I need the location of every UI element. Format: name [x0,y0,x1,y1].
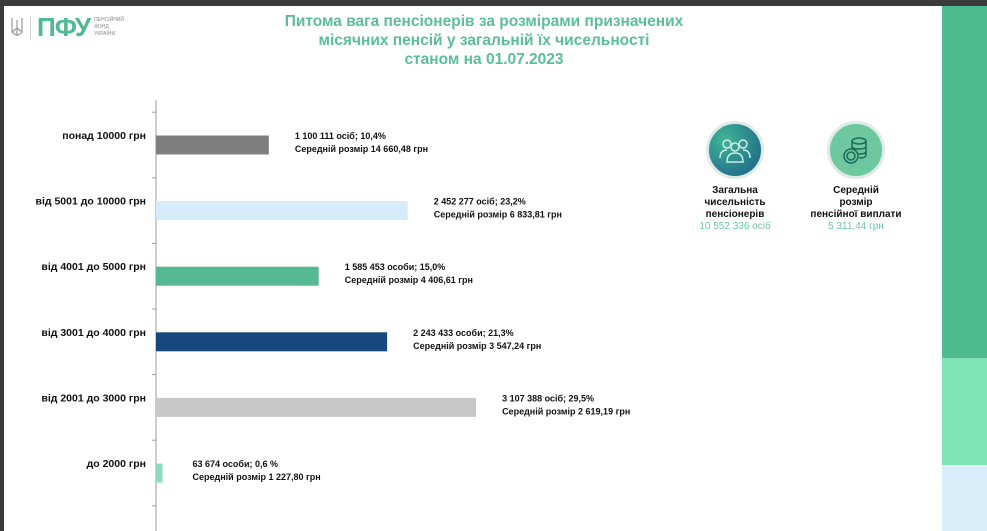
people-icon [706,121,764,179]
data-label: Середній розмір 1 227,80 грн [193,472,321,482]
data-label: 1 585 453 особи; 15,0% [345,262,446,272]
stat-average-pension: Середній розмір пенсійної виплати 5 311,44… [801,121,911,233]
logo-text: ПФУ [37,12,91,42]
data-label: 2 452 277 осіб; 23,2% [434,197,526,207]
data-label: Середній розмір 2 619,19 грн [502,406,630,416]
bar [156,266,319,286]
bar [156,463,163,483]
category-label: від 2001 до 3000 грн [41,392,146,404]
decor-stripe [942,6,987,358]
bar [156,135,269,155]
bar [156,397,477,417]
data-label: 2 243 433 особи; 21,3% [413,328,514,338]
category-label: від 5001 до 10000 грн [36,196,146,208]
trident-icon [11,15,31,40]
data-label: 63 674 особи; 0,6 % [193,459,279,469]
data-label: Середній розмір 4 406,61 грн [345,275,473,285]
data-label: Середній розмір 14 660,48 грн [295,144,428,154]
category-label: понад 10000 грн [62,130,146,142]
stat-value: 5 311,44 грн [828,221,884,232]
chart-title: Питома вага пенсіонерів за розмірами при… [284,13,684,68]
bar [156,332,388,352]
logo-subtitle: ПЕНСІЙНИЙ ФОНД УКРАЇНИ [94,17,124,37]
category-label: від 4001 до 5000 грн [41,261,146,273]
bar [156,201,408,221]
data-label: 3 107 388 осіб; 29,5% [502,393,594,403]
coins-icon [827,121,885,179]
stat-total-pensioners: Загальна чисельність пенсіонерів 10 552 33… [680,121,790,233]
stat-value: 10 552 336 осіб [699,221,771,232]
decor-stripe [942,465,987,531]
category-label: до 2000 грн [87,458,146,470]
decor-stripe [942,358,987,465]
data-label: Середній розмір 3 547,24 грн [413,341,541,351]
category-label: від 3001 до 4000 грн [41,327,146,339]
pfu-logo: ПФУ ПЕНСІЙНИЙ ФОНД УКРАЇНИ [10,12,124,43]
data-label: Середній розмір 6 833,81 грн [434,210,562,220]
data-label: 1 100 111 осіб; 10,4% [295,131,386,141]
